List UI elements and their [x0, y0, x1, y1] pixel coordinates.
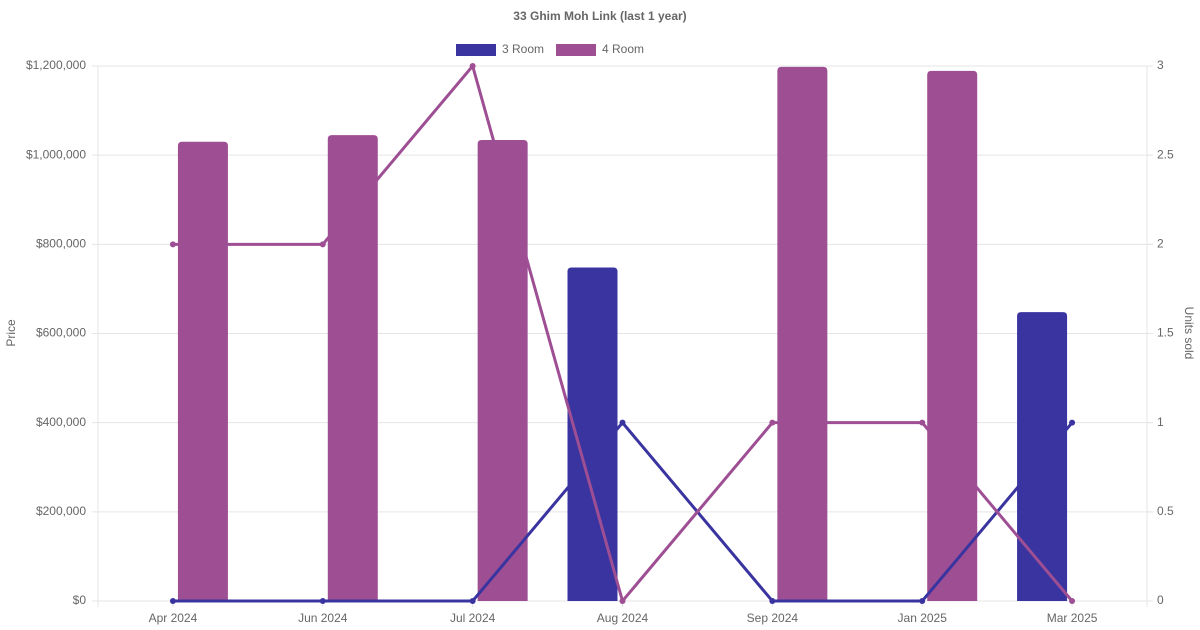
units-point — [769, 419, 776, 426]
y2-tick-label: 0 — [1157, 593, 1164, 607]
units-point — [919, 419, 926, 426]
x-tick-label: Jan 2025 — [898, 611, 948, 625]
y-tick-label: $0 — [73, 593, 87, 607]
x-tick-label: Jul 2024 — [450, 611, 496, 625]
units-point — [619, 598, 626, 604]
bar — [477, 140, 528, 601]
units-point — [1069, 598, 1076, 604]
units-point — [769, 598, 776, 604]
units-point — [469, 63, 476, 69]
y-axis-title: Price — [4, 319, 18, 347]
bar — [777, 66, 828, 602]
y2-tick-label: 2 — [1157, 237, 1164, 251]
x-tick-label: Mar 2025 — [1047, 611, 1098, 625]
bar — [567, 267, 618, 601]
y2-tick-label: 0.5 — [1157, 504, 1174, 518]
x-tick-label: Sep 2024 — [747, 611, 799, 625]
units-point — [169, 241, 176, 248]
units-point — [319, 598, 326, 604]
y-tick-label: $600,000 — [36, 326, 86, 340]
y2-tick-label: 2.5 — [1157, 147, 1174, 161]
legend-swatch — [556, 44, 596, 56]
units-point — [1069, 419, 1076, 426]
units-point — [319, 241, 326, 248]
bar — [327, 135, 378, 601]
y-tick-label: $400,000 — [36, 415, 86, 429]
legend-swatch — [456, 44, 496, 56]
legend-label: 4 Room — [602, 42, 644, 56]
units-point — [469, 598, 476, 604]
legend-label: 3 Room — [502, 42, 544, 56]
y-tick-label: $1,200,000 — [26, 58, 86, 72]
x-tick-label: Aug 2024 — [597, 611, 649, 625]
y2-tick-label: 3 — [1157, 58, 1164, 72]
y-tick-label: $200,000 — [36, 504, 86, 518]
x-tick-label: Jun 2024 — [298, 611, 348, 625]
y-tick-label: $800,000 — [36, 237, 86, 251]
y2-tick-label: 1 — [1157, 415, 1164, 429]
units-point — [919, 598, 926, 604]
bar — [177, 141, 228, 601]
chart-title: 33 Ghim Moh Link (last 1 year) — [513, 9, 686, 23]
units-point — [169, 598, 176, 604]
bar — [927, 70, 978, 601]
units-point — [619, 419, 626, 426]
y-tick-label: $1,000,000 — [26, 147, 86, 161]
y2-axis-title: Units sold — [1182, 307, 1196, 360]
y2-tick-label: 1.5 — [1157, 326, 1174, 340]
x-tick-label: Apr 2024 — [149, 611, 198, 625]
